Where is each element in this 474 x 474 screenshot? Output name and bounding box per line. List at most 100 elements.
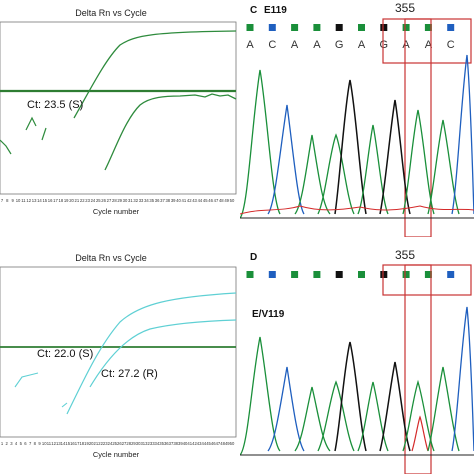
panel-a-plot-frame [0, 21, 237, 195]
base-square [313, 24, 321, 31]
base-square [246, 271, 254, 278]
x-tick-label: 49 [224, 198, 229, 203]
x-tick-label: 6 [24, 441, 27, 446]
x-tick-label: 49 [225, 441, 230, 446]
base-square [246, 24, 254, 31]
x-tick-label: 11 [47, 441, 52, 446]
base-square [268, 271, 276, 278]
x-tick-label: 7 [1, 198, 4, 203]
base-call: A [246, 39, 254, 51]
panel-b-curve-sensitive [66, 292, 237, 415]
panel-d-peaks [240, 306, 474, 456]
x-tick-label: 43 [197, 441, 202, 446]
x-tick-label: 25 [112, 441, 117, 446]
x-tick-label: 50 [230, 198, 235, 203]
peak-a-2 [294, 386, 331, 452]
peak-g-2 [379, 99, 411, 215]
x-tick-label: 15 [42, 198, 47, 203]
x-tick-label: 9 [38, 441, 41, 446]
x-tick-label: 12 [26, 198, 31, 203]
x-tick-label: 40 [183, 441, 188, 446]
x-tick-label: 48 [219, 198, 224, 203]
panel-c-peaks [240, 54, 474, 219]
base-square [313, 271, 321, 278]
x-tick-label: 19 [84, 441, 89, 446]
x-tick-label: 43 [192, 198, 197, 203]
x-tick-label: 13 [56, 441, 61, 446]
x-tick-label: 44 [202, 441, 207, 446]
x-tick-label: 20 [89, 441, 94, 446]
panel-d-position: 355 [395, 248, 415, 262]
x-tick-label: 36 [164, 441, 169, 446]
peak-a-4 [357, 381, 389, 452]
x-tick-label: 28 [126, 441, 131, 446]
panel-b-baseline-seg1 [14, 372, 39, 388]
panel-b-baseline-seg2 [61, 402, 68, 408]
base-square [335, 271, 343, 278]
panel-d-codon-box [382, 264, 472, 296]
peak-a-3 [317, 380, 355, 452]
x-tick-label: 8 [6, 198, 9, 203]
peak-a-6 [427, 366, 460, 452]
x-tick-label: 3 [10, 441, 13, 446]
x-tick-label: 30 [136, 441, 141, 446]
x-tick-label: 5 [20, 441, 23, 446]
panel-b-ct-annotation-r: Ct: 27.2 (R) [101, 368, 158, 380]
x-tick-label: 12 [51, 441, 56, 446]
peak-a-2 [294, 134, 331, 215]
peak-g-1 [334, 79, 367, 215]
peak-a-3 [317, 133, 355, 215]
panel-a-x-ticks: 7 8 9 10 11 12 13 14 15 16 17 18 19 20 21 22 23 24 25 26 27 2… [1, 198, 235, 203]
base-call: A [358, 39, 366, 51]
base-square [447, 271, 455, 278]
x-tick-label: 14 [61, 441, 66, 446]
peak-c-1 [267, 366, 305, 452]
panel-c-letter: C [250, 5, 257, 16]
x-tick-label: 42 [192, 441, 197, 446]
base-call: G [335, 39, 344, 51]
panel-b-x-ticks: 1 2 3 4 5 6 7 8 9 10 11 12 13 14 15 16 17 18 19 20 21 22 23 24 2… [1, 441, 235, 446]
x-tick-label: 24 [91, 198, 96, 203]
x-tick-label: 9 [12, 198, 15, 203]
x-tick-label: 16 [48, 198, 53, 203]
panel-a-baseline-seg2 [25, 116, 37, 131]
base-square [402, 271, 410, 278]
x-tick-label: 38 [173, 441, 178, 446]
x-tick-label: 14 [37, 198, 42, 203]
x-tick-label: 11 [21, 198, 26, 203]
base-call: A [291, 39, 299, 51]
x-tick-label: 34 [144, 198, 149, 203]
x-tick-label: 15 [65, 441, 70, 446]
x-tick-label: 23 [85, 198, 90, 203]
base-square [335, 24, 343, 31]
x-tick-label: 10 [16, 198, 21, 203]
panel-c-svg: C E119 355 A C A A G A G A A C [240, 1, 474, 237]
peak-t-mutant [411, 415, 429, 452]
x-tick-label: 37 [160, 198, 165, 203]
x-tick-label: 32 [133, 198, 138, 203]
base-square [380, 24, 388, 31]
panel-a-curve-sensitive [73, 30, 237, 119]
panel-d-letter: D [250, 252, 257, 263]
x-tick-label: 36 [155, 198, 160, 203]
base-square [424, 24, 432, 31]
x-tick-label: 29 [131, 441, 136, 446]
x-tick-label: 46 [211, 441, 216, 446]
x-tick-label: 30 [123, 198, 128, 203]
panel-d-svg: D 355 E/V119 [240, 248, 474, 474]
x-tick-label: 28 [112, 198, 117, 203]
base-square [447, 24, 455, 31]
base-call: C [447, 39, 455, 51]
panel-a-svg: 19 Delta Rn vs Cycle Ct: 23.5 (S) 789101… [0, 8, 237, 216]
panel-d-sample-label: E/V119 [252, 309, 285, 320]
base-square [291, 24, 299, 31]
base-call: A [313, 39, 321, 51]
x-tick-label: 41 [187, 441, 192, 446]
panel-a-title: Delta Rn vs Cycle [75, 8, 147, 18]
panel-c-base-color-squares [246, 24, 455, 31]
panel-c-mutation-column [404, 18, 432, 237]
base-square [424, 271, 432, 278]
x-tick-label: 34 [155, 441, 160, 446]
x-tick-label: 13 [32, 198, 37, 203]
